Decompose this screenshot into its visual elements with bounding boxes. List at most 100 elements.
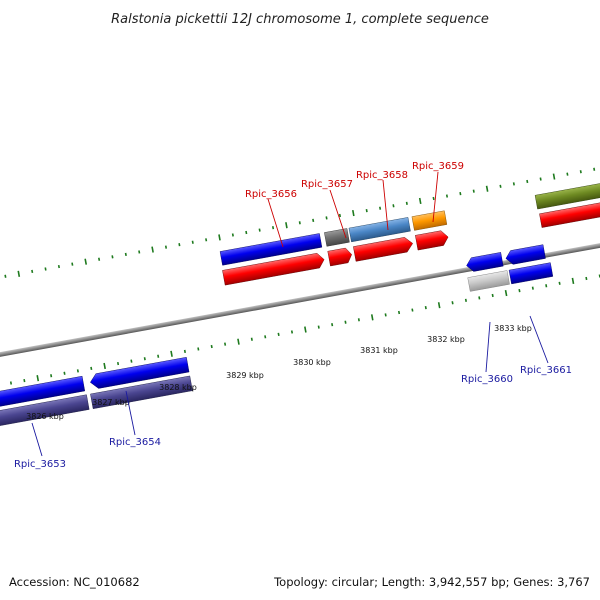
gene-rpic-3661-reverse[interactable] (508, 262, 554, 285)
lower-minor-tick (50, 374, 53, 378)
upper-minor-tick (124, 252, 127, 257)
lower-minor-tick (317, 325, 320, 329)
upper-minor-tick (499, 184, 502, 188)
lower-minor-tick (491, 293, 494, 298)
gene-rpic-3653-block[interactable] (0, 375, 86, 410)
leader-rpic-3657 (329, 189, 347, 239)
lower-minor-tick (397, 310, 401, 315)
lower-minor-tick (344, 320, 347, 324)
upper-minor-tick (379, 206, 382, 210)
lower-minor-tick (210, 344, 213, 349)
gene-olive-feature[interactable] (534, 178, 600, 210)
gene-label-rpic-3661[interactable]: Rpic_3661 (520, 365, 572, 376)
upper-minor-tick (325, 216, 328, 220)
upper-minor-tick (459, 191, 462, 196)
gene-rpic-3657-gray[interactable] (324, 228, 350, 247)
upper-major-tick (418, 197, 422, 205)
gene-rpic-3654-arrow[interactable] (89, 357, 190, 389)
gene-label-rpic-3656[interactable]: Rpic_3656 (245, 189, 297, 200)
gene-rpic-3657-forward[interactable] (327, 247, 353, 267)
lower-minor-tick (76, 369, 79, 373)
gene-labels: Rpic_3653 Rpic_3654 Rpic_3656 Rpic_3657 … (14, 161, 572, 470)
lower-major-tick (170, 350, 173, 357)
leader-rpic-3653 (31, 422, 43, 457)
gene-rpic-3660-arrow[interactable] (465, 252, 504, 272)
lower-minor-tick (384, 313, 387, 317)
upper-minor-tick (312, 218, 315, 222)
lower-minor-tick (464, 298, 467, 302)
tick-labels: 3826 kbp 3827 kbp 3828 kbp 3829 kbp 3830… (26, 324, 532, 421)
lower-minor-tick (290, 330, 294, 334)
tick-label-3829: 3829 kbp (226, 371, 264, 380)
lower-minor-tick (9, 381, 13, 385)
upper-minor-tick (298, 221, 301, 225)
upper-minor-tick (365, 209, 368, 213)
lower-minor-tick (264, 335, 267, 339)
upper-major-tick (351, 209, 355, 217)
map-track-group (0, 167, 600, 429)
lower-major-tick (504, 289, 508, 297)
map-title: Ralstonia pickettii 12J chromosome 1, co… (111, 12, 489, 27)
lower-major-tick (103, 362, 106, 370)
gene-rpic-3653-dark[interactable] (0, 394, 90, 429)
lower-minor-tick (250, 337, 253, 341)
gene-rpic-3656-forward[interactable] (222, 252, 325, 286)
tick-label-3826: 3826 kbp (26, 412, 64, 421)
upper-minor-tick (111, 255, 114, 259)
upper-minor-tick (191, 240, 194, 244)
gene-rpic-3658-steel[interactable] (348, 217, 411, 243)
gene-rpic-3656-reverse[interactable] (219, 233, 323, 266)
lower-minor-tick (451, 301, 454, 305)
lower-minor-tick (157, 354, 160, 358)
lower-minor-tick (545, 284, 548, 288)
lower-minor-tick (424, 306, 427, 310)
lower-minor-tick (90, 366, 93, 371)
lower-major-tick (437, 302, 441, 309)
gene-label-rpic-3660[interactable]: Rpic_3660 (461, 374, 513, 385)
upper-minor-tick (526, 179, 529, 184)
gene-label-rpic-3653[interactable]: Rpic_3653 (14, 459, 66, 470)
upper-minor-tick (593, 167, 596, 171)
gene-red-feature-right[interactable] (539, 197, 600, 228)
upper-major-tick (485, 185, 489, 192)
gene-rpic-3660-gray[interactable] (467, 270, 510, 292)
upper-minor-tick (579, 170, 582, 174)
upper-minor-tick (138, 250, 141, 254)
upper-minor-tick (338, 213, 341, 218)
leader-rpic-3660 (485, 321, 491, 373)
gene-leader-lines (31, 171, 549, 457)
tick-label-3827: 3827 kbp (92, 398, 130, 407)
upper-minor-tick (44, 267, 47, 271)
gene-label-rpic-3658[interactable]: Rpic_3658 (356, 170, 408, 181)
upper-minor-tick (512, 182, 515, 186)
lower-minor-tick (277, 332, 280, 336)
gene-label-rpic-3659[interactable]: Rpic_3659 (412, 161, 464, 172)
lower-minor-tick (197, 347, 200, 351)
upper-minor-tick (57, 264, 60, 269)
gene-rpic-3659-orange[interactable] (411, 210, 448, 231)
lower-minor-tick (518, 288, 521, 293)
upper-major-tick (84, 258, 88, 265)
upper-minor-tick (178, 243, 181, 247)
gene-rpic-3654-dark[interactable] (90, 375, 193, 409)
gene-label-rpic-3657[interactable]: Rpic_3657 (301, 179, 353, 190)
lower-minor-tick (224, 342, 227, 346)
upper-minor-tick (231, 233, 234, 237)
upper-minor-tick (98, 257, 101, 261)
upper-minor-tick (539, 177, 542, 181)
lower-minor-tick (585, 276, 588, 281)
lower-minor-tick (357, 318, 360, 322)
upper-minor-tick (71, 262, 74, 266)
topology-text: Topology: circular; Length: 3,942,557 bp… (273, 575, 590, 589)
gene-rpic-3658-forward[interactable] (353, 236, 414, 262)
upper-minor-tick (405, 201, 408, 205)
tick-label-3831: 3831 kbp (360, 346, 398, 355)
upper-minor-tick (472, 189, 475, 193)
gene-rpic-3661-arrow[interactable] (505, 244, 546, 266)
upper-minor-tick (205, 238, 208, 242)
lower-minor-tick (478, 296, 481, 300)
lower-minor-tick (183, 349, 186, 354)
gene-rpic-3659-forward[interactable] (415, 230, 449, 251)
gene-label-rpic-3654[interactable]: Rpic_3654 (109, 437, 161, 448)
